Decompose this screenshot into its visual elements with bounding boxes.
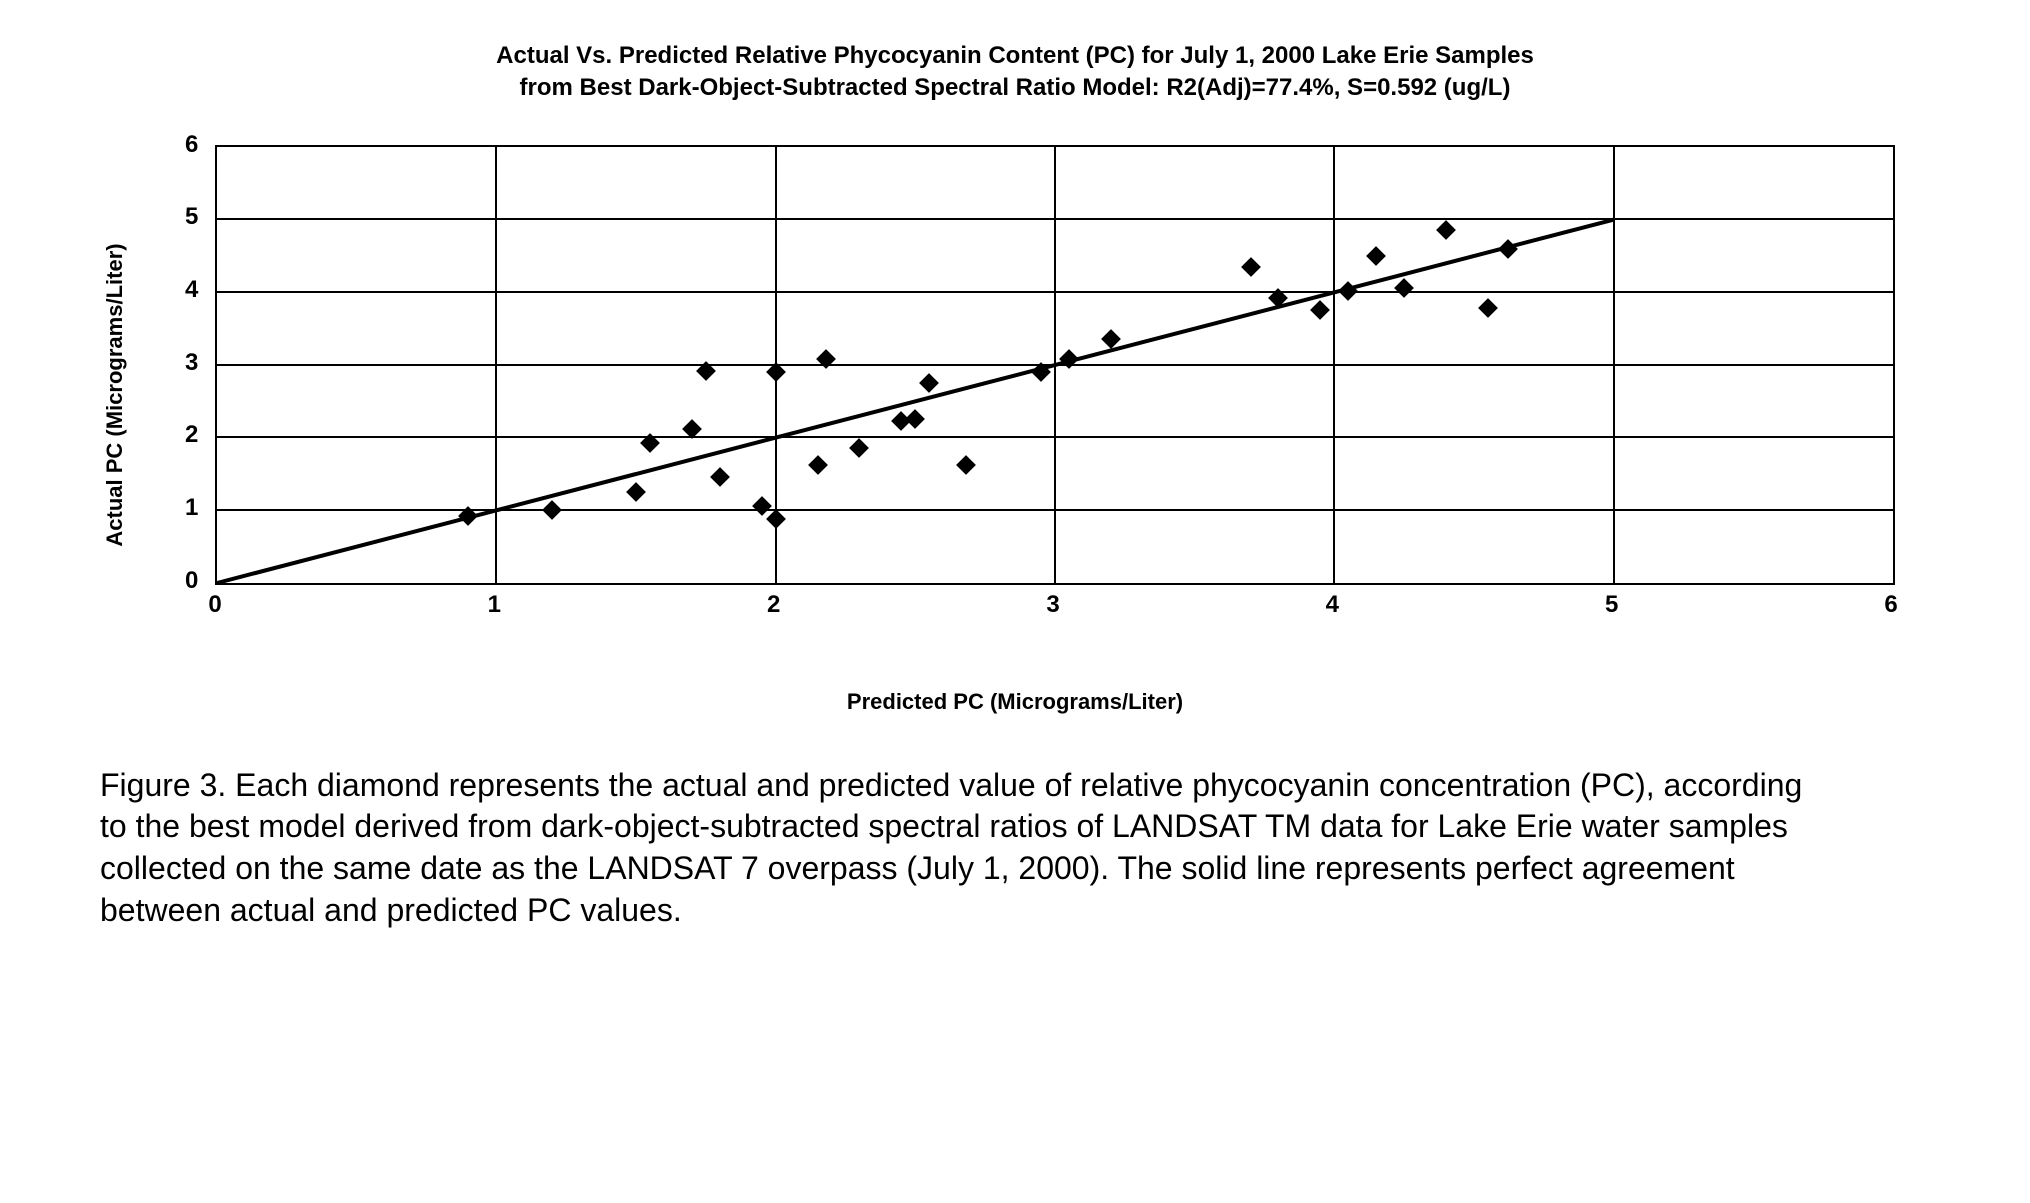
data-point-diamond <box>1059 349 1079 369</box>
data-point-diamond <box>919 373 939 393</box>
y-tick-label: 4 <box>185 276 198 304</box>
chart-title-line-1: Actual Vs. Predicted Relative Phycocyani… <box>315 40 1715 72</box>
chart-title: Actual Vs. Predicted Relative Phycocyani… <box>315 40 1715 105</box>
data-point-diamond <box>1478 298 1498 318</box>
data-point-diamond <box>905 409 925 429</box>
x-tick-label: 1 <box>488 591 501 619</box>
y-tick-label: 5 <box>185 203 198 231</box>
data-point-diamond <box>1310 300 1330 320</box>
data-point-diamond <box>1498 239 1518 259</box>
data-point-diamond <box>752 497 772 517</box>
y-axis-label: Actual PC (Micrograms/Liter) <box>102 243 128 546</box>
y-tick-label: 2 <box>185 421 198 449</box>
data-point-diamond <box>1436 220 1456 240</box>
y-tick-label: 3 <box>185 349 198 377</box>
data-point-diamond <box>808 455 828 475</box>
x-tick-label: 0 <box>208 591 221 619</box>
data-point-diamond <box>816 349 836 369</box>
data-point-diamond <box>710 468 730 488</box>
x-tick-label: 3 <box>1046 591 1059 619</box>
plot-area <box>215 145 1895 585</box>
x-axis-label: Predicted PC (Micrograms/Liter) <box>847 689 1183 715</box>
y-tick-label: 0 <box>185 567 198 595</box>
data-point-diamond <box>1366 246 1386 266</box>
y-tick-label: 6 <box>185 131 198 159</box>
gridline-horizontal <box>217 436 1893 438</box>
x-tick-label: 6 <box>1884 591 1897 619</box>
gridline-horizontal <box>217 291 1893 293</box>
x-tick-label: 2 <box>767 591 780 619</box>
y-tick-label: 1 <box>185 494 198 522</box>
data-point-diamond <box>766 509 786 529</box>
chart-area: Actual PC (Micrograms/Liter) Predicted P… <box>105 135 1925 655</box>
data-point-diamond <box>850 438 870 458</box>
data-point-diamond <box>542 500 562 520</box>
data-point-diamond <box>1241 257 1261 277</box>
x-tick-label: 4 <box>1326 591 1339 619</box>
x-tick-label: 5 <box>1605 591 1618 619</box>
chart-title-line-2: from Best Dark-Object-Subtracted Spectra… <box>315 72 1715 104</box>
data-point-diamond <box>626 482 646 502</box>
gridline-horizontal <box>217 218 1893 220</box>
data-point-diamond <box>956 455 976 475</box>
figure-page: Actual Vs. Predicted Relative Phycocyani… <box>0 0 2030 1203</box>
identity-line <box>216 218 1614 585</box>
figure-caption: Figure 3. Each diamond represents the ac… <box>100 765 1830 931</box>
data-point-diamond <box>1394 279 1414 299</box>
